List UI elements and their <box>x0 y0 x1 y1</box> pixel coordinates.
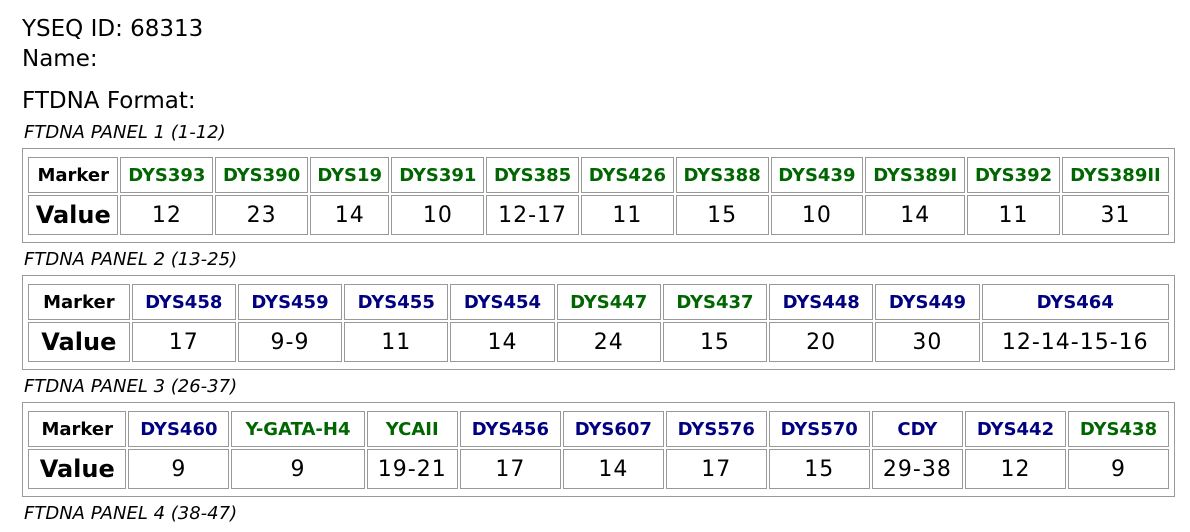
marker-value: 9 <box>1067 449 1169 489</box>
marker-row: Marker DYS458 DYS459 DYS455 DYS454 DYS447 DYS4… <box>28 284 1169 320</box>
value-label: Value <box>28 449 127 489</box>
marker-name: DYS454 <box>450 284 555 320</box>
marker-name: DYS389II <box>1061 157 1169 193</box>
marker-value: 14 <box>865 195 966 235</box>
marker-name: DYS607 <box>562 411 664 447</box>
marker-name: DYS459 <box>237 284 343 320</box>
marker-name: DYS392 <box>967 157 1060 193</box>
marker-name: DYS458 <box>131 284 236 320</box>
marker-value: 11 <box>967 195 1060 235</box>
panel-box: Marker DYS458 DYS459 DYS455 DYS454 DYS447 DYS4… <box>22 275 1175 370</box>
marker-name: DYS390 <box>215 157 308 193</box>
marker-name: DYS464 <box>981 284 1169 320</box>
marker-name: Y-GATA-H4 <box>231 411 365 447</box>
marker-name: DYS389I <box>865 157 966 193</box>
marker-table: Marker DYS458 DYS459 DYS455 DYS454 DYS447 DYS4… <box>26 282 1171 364</box>
value-row: Value 9 9 19-21 17 14 17 15 29-38 12 9 <box>28 449 1169 489</box>
marker-value: 12 <box>120 195 214 235</box>
marker-value: 12-17 <box>486 195 579 235</box>
marker-value: 17 <box>459 449 561 489</box>
marker-name: DYS388 <box>675 157 769 193</box>
marker-value: 9 <box>231 449 365 489</box>
value-label: Value <box>28 195 119 235</box>
marker-value: 19-21 <box>366 449 458 489</box>
marker-label: Marker <box>28 411 127 447</box>
panel-title: FTDNA PANEL 4 (38-47) <box>24 503 238 524</box>
panel-title: FTDNA PANEL 3 (26-37) <box>24 376 238 397</box>
marker-name: DYS447 <box>556 284 661 320</box>
marker-value: 9-9 <box>237 322 343 362</box>
marker-name: DYS426 <box>580 157 674 193</box>
marker-table: Marker DYS460 Y-GATA-H4 YCAII DYS456 DYS607 DY… <box>26 409 1171 491</box>
marker-value: 15 <box>768 449 870 489</box>
panels: FTDNA PANEL 1 (1-12) Marker DYS393 DYS390 DY… <box>22 122 1175 525</box>
format-line: FTDNA Format: <box>22 88 196 114</box>
marker-value: 10 <box>770 195 864 235</box>
marker-value: 11 <box>344 322 449 362</box>
marker-name: DYS19 <box>310 157 390 193</box>
marker-name: DYS442 <box>965 411 1066 447</box>
panel-box: Marker DYS460 Y-GATA-H4 YCAII DYS456 DYS607 DY… <box>22 402 1175 497</box>
value-row: Value 12 23 14 10 12-17 11 15 10 14 11 31 <box>28 195 1169 235</box>
marker-value: 15 <box>675 195 769 235</box>
marker-table: Marker DYS393 DYS390 DYS19 DYS391 DYS385 DYS42… <box>26 155 1171 237</box>
marker-value: 12-14-15-16 <box>981 322 1169 362</box>
marker-name: CDY <box>871 411 964 447</box>
panel-title: FTDNA PANEL 2 (13-25) <box>24 249 238 270</box>
marker-value: 30 <box>875 322 980 362</box>
marker-value: 14 <box>310 195 390 235</box>
value-row: Value 17 9-9 11 14 24 15 20 30 12-14-15-16 <box>28 322 1169 362</box>
marker-value: 23 <box>215 195 308 235</box>
marker-value: 20 <box>769 322 874 362</box>
marker-value: 31 <box>1061 195 1169 235</box>
marker-name: DYS460 <box>128 411 230 447</box>
marker-row: Marker DYS393 DYS390 DYS19 DYS391 DYS385 DYS42… <box>28 157 1169 193</box>
marker-name: DYS437 <box>662 284 768 320</box>
panel-title: FTDNA PANEL 1 (1-12) <box>24 122 226 143</box>
marker-name: DYS438 <box>1067 411 1169 447</box>
id-line: YSEQ ID: 68313 <box>22 16 204 42</box>
panel-box: Marker DYS393 DYS390 DYS19 DYS391 DYS385 DYS42… <box>22 148 1175 243</box>
marker-name: DYS456 <box>459 411 561 447</box>
marker-value: 10 <box>391 195 485 235</box>
marker-value: 14 <box>562 449 664 489</box>
marker-name: DYS439 <box>770 157 864 193</box>
value-label: Value <box>28 322 130 362</box>
marker-name: DYS448 <box>769 284 874 320</box>
marker-name: DYS385 <box>486 157 579 193</box>
marker-name: DYS393 <box>120 157 214 193</box>
marker-value: 9 <box>128 449 230 489</box>
content: YSEQ ID: 68313 Name: FTDNA Format: FTDNA… <box>22 14 1175 529</box>
marker-value: 12 <box>965 449 1066 489</box>
marker-value: 17 <box>131 322 236 362</box>
marker-value: 24 <box>556 322 661 362</box>
marker-name: DYS576 <box>665 411 767 447</box>
marker-label: Marker <box>28 157 119 193</box>
name-line: Name: <box>22 46 98 72</box>
marker-value: 11 <box>580 195 674 235</box>
marker-name: DYS570 <box>768 411 870 447</box>
marker-row: Marker DYS460 Y-GATA-H4 YCAII DYS456 DYS607 DY… <box>28 411 1169 447</box>
marker-name: DYS391 <box>391 157 485 193</box>
marker-value: 17 <box>665 449 767 489</box>
marker-name: DYS455 <box>344 284 449 320</box>
marker-label: Marker <box>28 284 130 320</box>
marker-value: 29-38 <box>871 449 964 489</box>
marker-value: 14 <box>450 322 555 362</box>
marker-value: 15 <box>662 322 768 362</box>
marker-name: YCAII <box>366 411 458 447</box>
marker-name: DYS449 <box>875 284 980 320</box>
